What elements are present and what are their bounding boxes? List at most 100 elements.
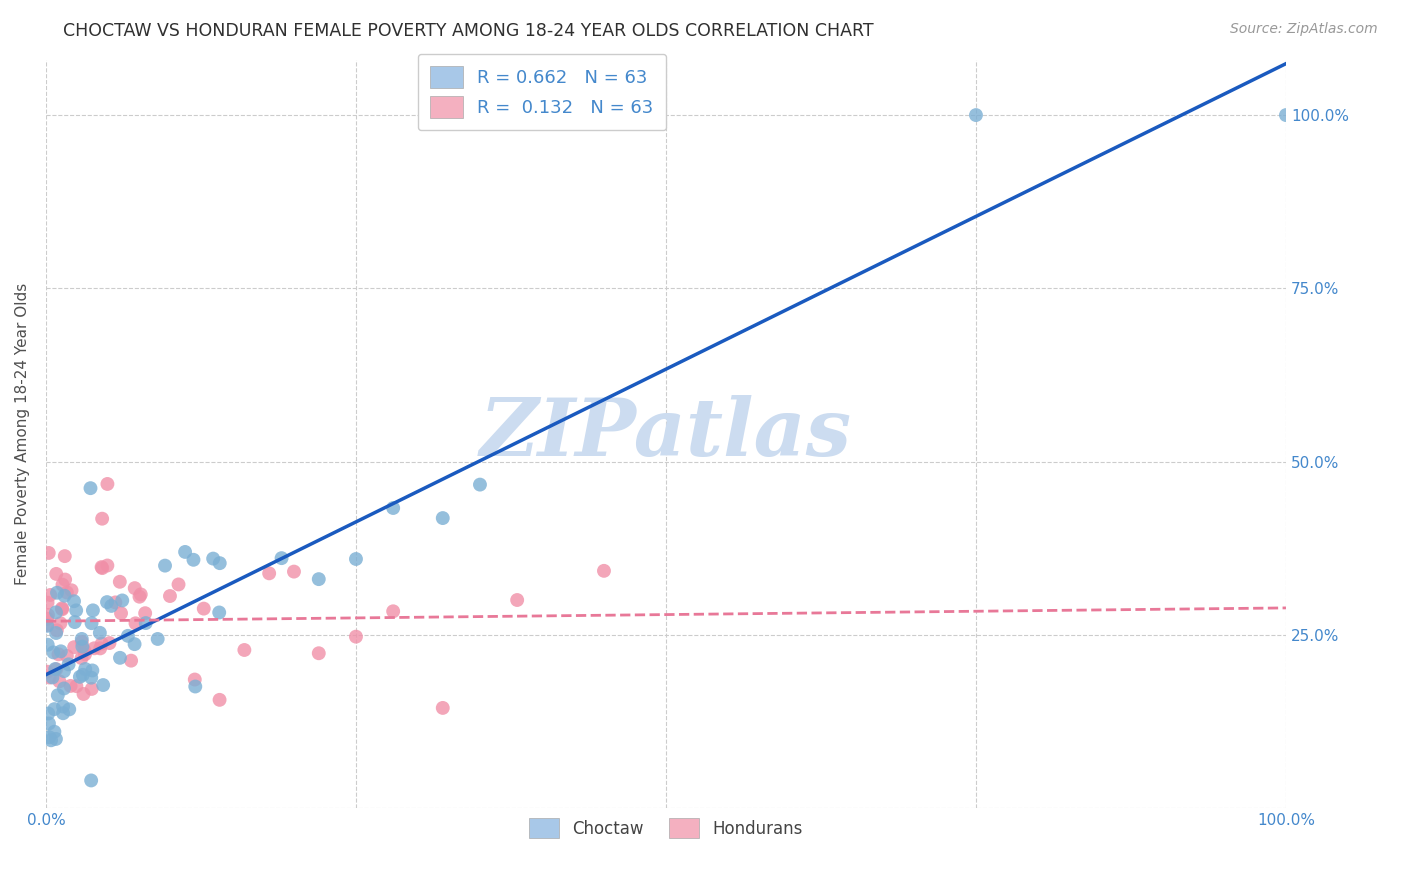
Point xyxy=(89,625,111,640)
Point xyxy=(344,552,367,566)
Point xyxy=(56,648,79,663)
Point xyxy=(56,585,79,599)
Point xyxy=(52,664,75,678)
Point xyxy=(38,731,60,745)
Point xyxy=(82,603,104,617)
Point xyxy=(146,632,169,646)
Point xyxy=(91,561,114,575)
Point xyxy=(80,681,103,696)
Point xyxy=(63,640,86,655)
Point xyxy=(45,731,67,746)
Point xyxy=(73,648,96,662)
Point xyxy=(37,619,59,633)
Point xyxy=(270,551,292,566)
Point xyxy=(37,706,59,721)
Point xyxy=(49,644,72,658)
Point xyxy=(37,665,59,679)
Point xyxy=(52,699,75,714)
Point xyxy=(468,477,491,491)
Point xyxy=(72,687,94,701)
Point xyxy=(53,549,76,563)
Point xyxy=(60,583,83,598)
Point xyxy=(63,594,86,608)
Point xyxy=(44,662,66,676)
Point xyxy=(124,581,146,595)
Point xyxy=(44,702,66,716)
Point xyxy=(283,565,305,579)
Point xyxy=(48,648,70,662)
Point xyxy=(108,574,131,589)
Point xyxy=(128,590,150,604)
Point xyxy=(70,632,93,646)
Point xyxy=(39,588,62,602)
Point xyxy=(208,606,231,620)
Point xyxy=(37,617,59,632)
Point xyxy=(134,606,156,620)
Point xyxy=(80,671,103,685)
Point xyxy=(42,645,65,659)
Point xyxy=(69,670,91,684)
Point xyxy=(53,681,76,696)
Point xyxy=(70,651,93,665)
Point xyxy=(432,511,454,525)
Point xyxy=(117,629,139,643)
Point xyxy=(73,643,96,657)
Point xyxy=(49,616,72,631)
Point xyxy=(91,678,114,692)
Point xyxy=(159,589,181,603)
Point xyxy=(184,680,207,694)
Point xyxy=(53,573,76,587)
Point xyxy=(70,635,93,649)
Point xyxy=(41,670,63,684)
Point xyxy=(208,556,231,570)
Point xyxy=(308,572,330,586)
Y-axis label: Female Poverty Among 18-24 Year Olds: Female Poverty Among 18-24 Year Olds xyxy=(15,283,30,585)
Point xyxy=(58,657,80,672)
Point xyxy=(432,701,454,715)
Point xyxy=(98,636,121,650)
Point xyxy=(257,566,280,581)
Point xyxy=(382,501,405,516)
Point xyxy=(344,630,367,644)
Point xyxy=(174,545,197,559)
Point xyxy=(593,564,616,578)
Point xyxy=(44,724,66,739)
Point xyxy=(45,662,67,676)
Point xyxy=(233,643,256,657)
Text: Source: ZipAtlas.com: Source: ZipAtlas.com xyxy=(1230,22,1378,37)
Point xyxy=(75,662,97,676)
Point xyxy=(45,566,67,581)
Point xyxy=(37,596,59,610)
Point xyxy=(38,546,60,560)
Point xyxy=(51,601,73,615)
Point xyxy=(45,626,67,640)
Point xyxy=(506,593,529,607)
Point xyxy=(108,650,131,665)
Point xyxy=(83,641,105,656)
Point xyxy=(46,688,69,702)
Point xyxy=(51,602,73,616)
Point xyxy=(48,674,70,689)
Point xyxy=(65,603,87,617)
Point xyxy=(308,646,330,660)
Point xyxy=(208,693,231,707)
Point xyxy=(38,716,60,731)
Point xyxy=(100,599,122,613)
Point xyxy=(184,673,207,687)
Point xyxy=(58,702,80,716)
Point xyxy=(1275,108,1298,122)
Text: ZIPatlas: ZIPatlas xyxy=(479,395,852,473)
Point xyxy=(104,595,127,609)
Point xyxy=(72,668,94,682)
Point xyxy=(38,671,60,685)
Point xyxy=(37,612,59,626)
Legend: Choctaw, Hondurans: Choctaw, Hondurans xyxy=(523,812,810,845)
Point xyxy=(965,108,987,122)
Point xyxy=(51,578,73,592)
Point xyxy=(129,587,152,601)
Point xyxy=(59,679,82,693)
Point xyxy=(80,773,103,788)
Point xyxy=(120,654,142,668)
Point xyxy=(89,641,111,656)
Point xyxy=(53,589,76,603)
